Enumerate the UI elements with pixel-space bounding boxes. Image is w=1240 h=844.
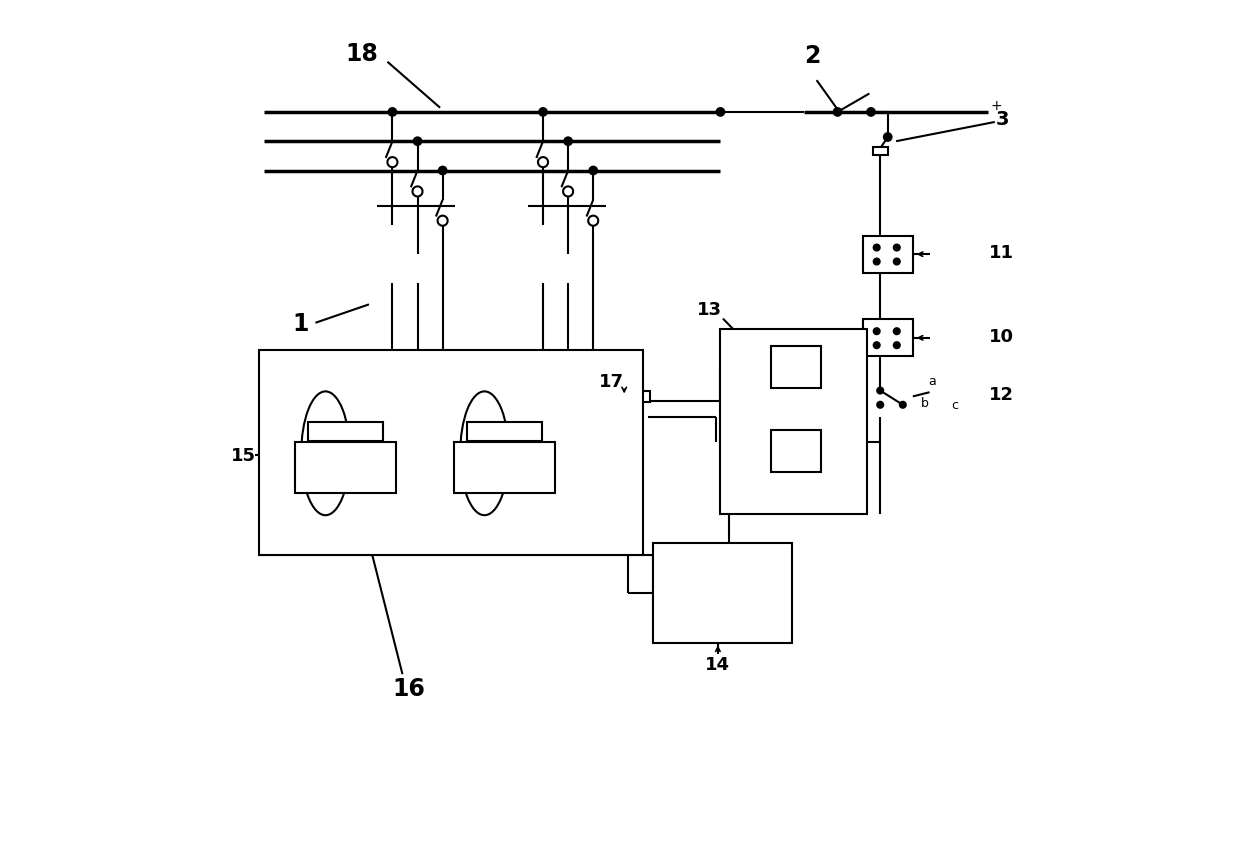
Circle shape (877, 402, 884, 408)
Circle shape (539, 109, 547, 117)
Circle shape (873, 343, 880, 349)
Bar (863, 320, 913, 357)
Bar (629, 391, 650, 403)
Text: 15: 15 (231, 446, 255, 464)
Bar (770, 430, 821, 472)
Circle shape (867, 109, 875, 117)
Bar (770, 347, 821, 388)
Text: 17: 17 (599, 373, 624, 391)
Circle shape (894, 343, 900, 349)
Circle shape (717, 109, 724, 117)
Text: 10: 10 (990, 327, 1014, 346)
Bar (454, 443, 554, 493)
Text: 18: 18 (346, 42, 378, 67)
Circle shape (894, 259, 900, 266)
Circle shape (564, 138, 573, 146)
Circle shape (873, 328, 880, 335)
Circle shape (589, 167, 598, 176)
Text: 13: 13 (697, 300, 722, 318)
Circle shape (873, 259, 880, 266)
Circle shape (873, 245, 880, 252)
Circle shape (833, 109, 842, 117)
Circle shape (439, 167, 446, 176)
Text: c: c (951, 399, 959, 412)
Text: a: a (929, 375, 936, 387)
Text: 16: 16 (393, 676, 425, 700)
Bar (873, 148, 888, 156)
Bar (259, 351, 644, 555)
Text: 2: 2 (805, 44, 821, 68)
Text: 1: 1 (293, 311, 309, 335)
Circle shape (894, 245, 900, 252)
Bar (863, 236, 913, 273)
Circle shape (884, 133, 892, 142)
Bar (295, 443, 396, 493)
Circle shape (388, 109, 397, 117)
Text: 11: 11 (990, 244, 1014, 262)
Text: +: + (991, 99, 1002, 113)
Circle shape (894, 328, 900, 335)
Text: b: b (920, 397, 929, 409)
Bar (653, 544, 791, 643)
Text: 14: 14 (706, 655, 730, 674)
Circle shape (413, 138, 422, 146)
Text: 12: 12 (990, 386, 1014, 403)
Circle shape (877, 387, 884, 394)
Bar (467, 423, 542, 441)
Text: 3: 3 (996, 110, 1009, 129)
Bar (720, 330, 867, 514)
Circle shape (899, 402, 906, 408)
Bar (479, 408, 500, 419)
Bar (308, 423, 383, 441)
